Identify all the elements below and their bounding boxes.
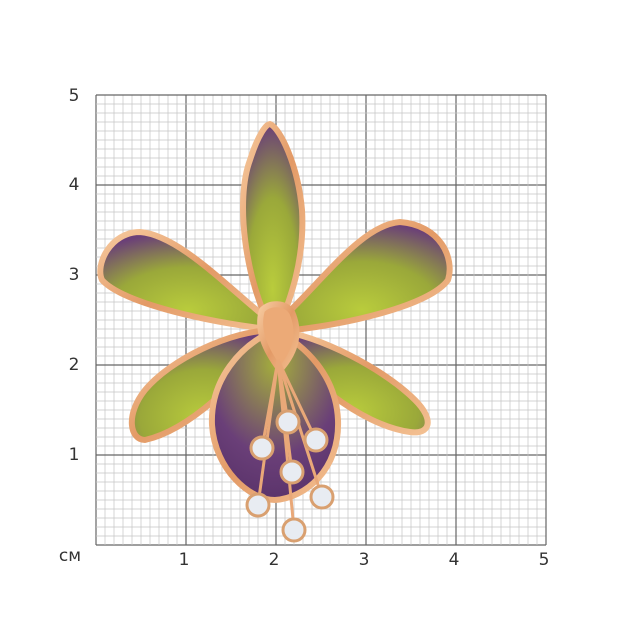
diamond <box>279 459 305 485</box>
petal-top <box>240 121 306 333</box>
y-tick-5: 5 <box>68 86 80 106</box>
x-tick-1: 1 <box>178 550 190 570</box>
y-tick-4: 4 <box>68 175 80 195</box>
petal-right <box>272 219 453 335</box>
x-tick-2: 2 <box>268 550 280 570</box>
column <box>257 301 300 373</box>
diamond <box>275 409 301 435</box>
diamond <box>245 492 271 518</box>
diamond <box>281 517 307 543</box>
diamond <box>303 427 329 453</box>
unit-label: см <box>58 546 82 566</box>
x-tick-3: 3 <box>358 550 370 570</box>
lip <box>208 327 342 503</box>
diamond <box>309 484 335 510</box>
y-tick-1: 1 <box>68 445 80 465</box>
diamonds <box>245 409 335 543</box>
diamond <box>249 435 275 461</box>
x-tick-4: 4 <box>448 550 460 570</box>
y-tick-3: 3 <box>68 265 80 285</box>
x-tick-5: 5 <box>538 550 550 570</box>
y-tick-2: 2 <box>68 355 80 375</box>
petal-left <box>97 229 278 333</box>
